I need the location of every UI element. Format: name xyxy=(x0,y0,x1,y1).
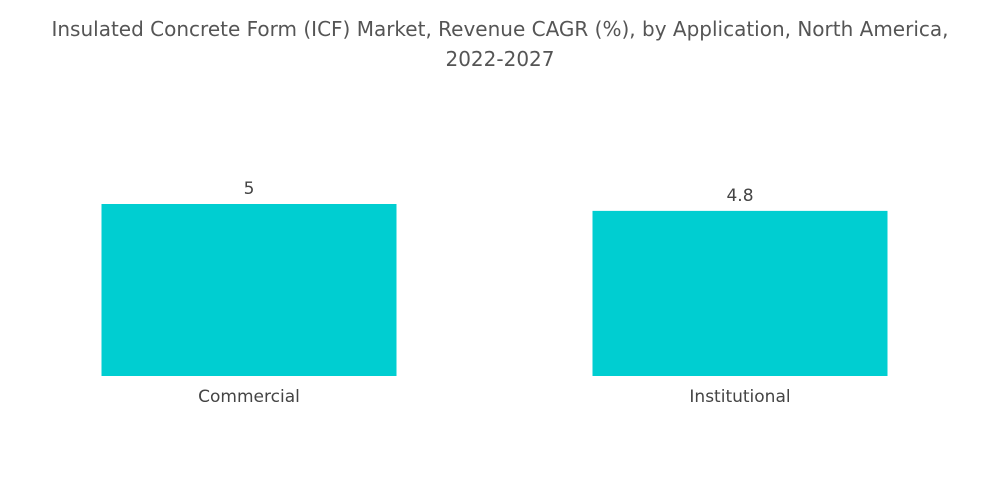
chart-title-line-2: 2022-2027 xyxy=(445,47,555,71)
chart-title-line-1: Insulated Concrete Form (ICF) Market, Re… xyxy=(51,17,949,41)
value-label-commercial: 5 xyxy=(244,179,255,199)
chart-title: Insulated Concrete Form (ICF) Market, Re… xyxy=(0,14,1000,74)
value-label-institutional: 4.8 xyxy=(726,186,753,206)
bar-commercial xyxy=(101,204,397,376)
category-label-institutional: Institutional xyxy=(689,387,790,407)
bar-institutional xyxy=(592,210,888,376)
category-label-commercial: Commercial xyxy=(198,387,300,407)
